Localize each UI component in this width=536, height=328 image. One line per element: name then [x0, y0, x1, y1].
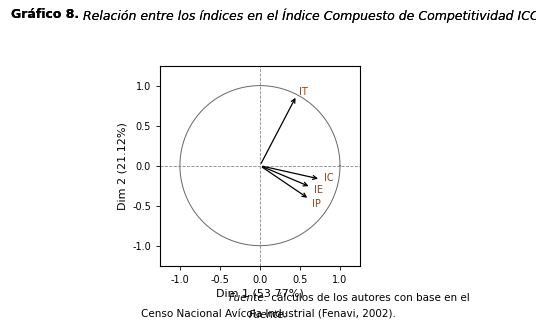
Text: Relación entre los índices en el Índice Compuesto de Competitividad ICC: Relación entre los índices en el Índice … [79, 8, 536, 23]
Y-axis label: Dim 2 (21.12%): Dim 2 (21.12%) [118, 122, 128, 210]
Text: IP: IP [312, 199, 321, 209]
Text: IT: IT [299, 87, 308, 97]
Text: Gráfico 8.: Gráfico 8. [11, 8, 79, 21]
Text: Censo Nacional Avícola Industrial (Fenavi, 2002).: Censo Nacional Avícola Industrial (Fenav… [140, 310, 396, 320]
Text: Gráfico 8.: Gráfico 8. [11, 8, 79, 21]
Text: Fuente:: Fuente: [229, 294, 268, 303]
Text: IC: IC [324, 174, 333, 183]
Text: Fuente:: Fuente: [248, 310, 288, 320]
Text: Relación entre los índices en el Índice Compuesto de Competitividad ICC: Relación entre los índices en el Índice … [79, 8, 536, 23]
X-axis label: Dim 1 (53.77%): Dim 1 (53.77%) [216, 289, 304, 299]
Text: cálculos de los autores con base en el: cálculos de los autores con base en el [268, 294, 470, 303]
Text: IE: IE [314, 185, 323, 195]
